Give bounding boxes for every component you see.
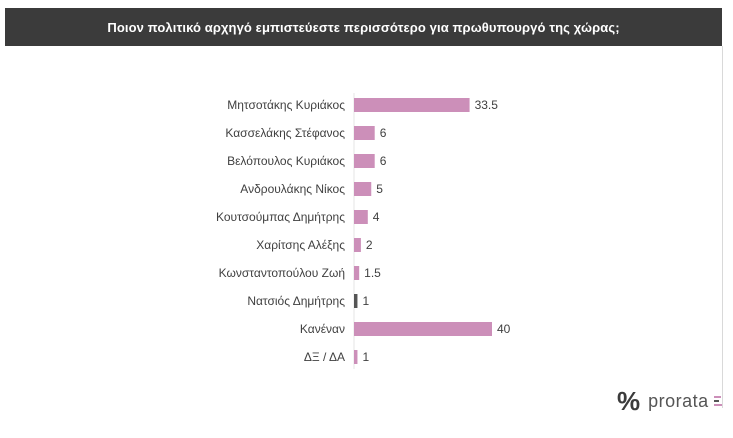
bar: [354, 154, 375, 168]
category-label: Χαρίτσης Αλέξης: [256, 238, 345, 252]
frame-divider: [722, 46, 723, 408]
category-label: ΔΞ / ΔΑ: [304, 350, 345, 364]
brand-name: prorata: [648, 390, 709, 411]
data-label: 6: [380, 154, 387, 168]
bar: [354, 294, 358, 308]
bar: [354, 266, 360, 280]
data-label: 2: [366, 238, 373, 252]
brand-bars-icon: [712, 394, 722, 408]
data-label: 5: [376, 182, 383, 196]
bar: [354, 98, 470, 112]
bar: [354, 210, 368, 224]
data-label: 4: [373, 210, 380, 224]
data-label: 1.5: [364, 266, 381, 280]
bar: [354, 126, 375, 140]
category-label: Κανέναν: [300, 322, 345, 336]
bar: [354, 322, 492, 336]
data-label: 40: [497, 322, 511, 336]
bar: [354, 238, 361, 252]
data-label: 1: [362, 350, 369, 364]
data-label: 6: [380, 126, 387, 140]
bar: [354, 182, 372, 196]
data-label: 33.5: [475, 98, 499, 112]
chart-title-bar: Ποιον πολιτικό αρχηγό εμπιστεύεστε περισ…: [5, 8, 722, 46]
brand-percent-icon: %: [617, 386, 641, 416]
bar: [354, 350, 358, 364]
category-label: Νατσιός Δημήτρης: [247, 294, 345, 308]
brand-logo: % prorata: [617, 386, 727, 416]
category-label: Ανδρουλάκης Νίκος: [240, 182, 345, 196]
category-label: Κασσελάκης Στέφανος: [225, 126, 345, 140]
category-label: Μητσοτάκης Κυριάκος: [227, 98, 345, 112]
category-label: Βελόπουλος Κυριάκος: [227, 154, 345, 168]
category-label: Κουτσούμπας Δημήτρης: [216, 210, 345, 224]
data-label: 1: [362, 294, 369, 308]
chart-title: Ποιον πολιτικό αρχηγό εμπιστεύεστε περισ…: [107, 19, 620, 35]
category-label: Κωνσταντοπούλου Ζωή: [219, 266, 345, 280]
